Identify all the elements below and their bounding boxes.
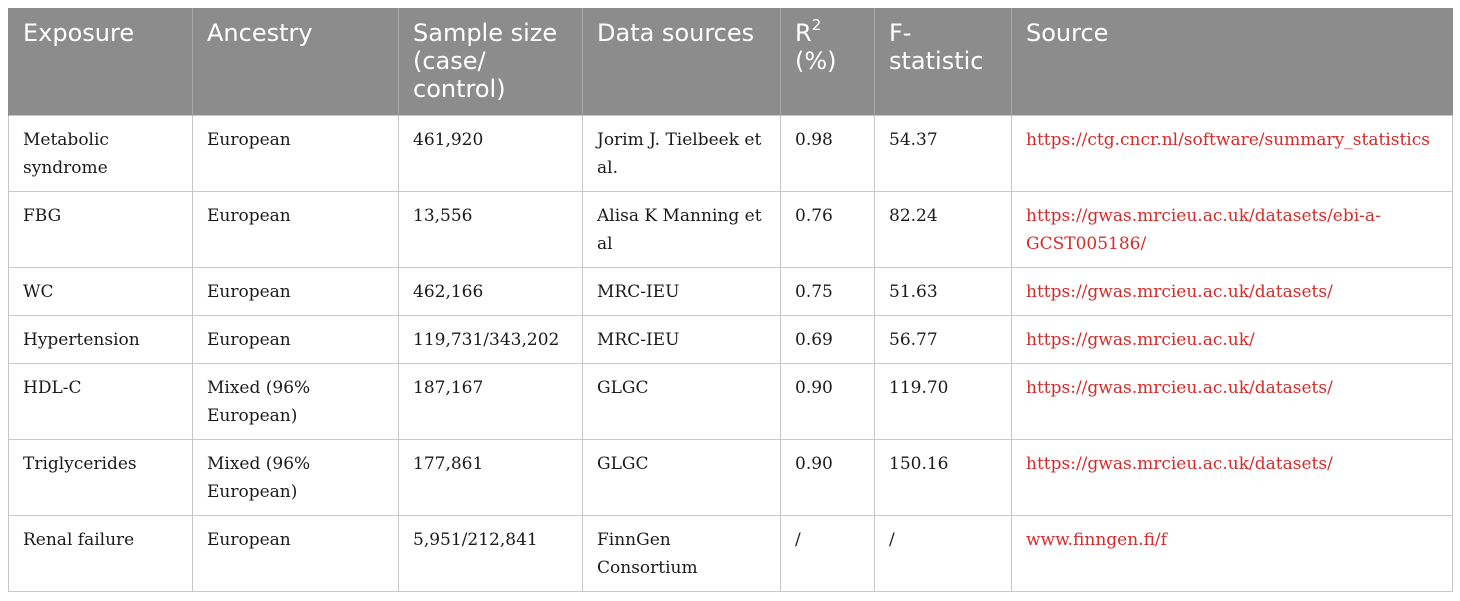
cell-f-statistic: / [874, 515, 1012, 592]
header-source: Source [1011, 8, 1453, 116]
cell-ancestry: European [192, 315, 399, 364]
cell-ancestry: Mixed (96% European) [192, 363, 399, 440]
cell-exposure: HDL-C [8, 363, 193, 440]
header-data-sources: Data sources [582, 8, 781, 116]
cell-sample-size: 462,166 [398, 267, 583, 316]
cell-data-sources: GLGC [582, 363, 781, 440]
cell-r2: 0.76 [780, 191, 875, 268]
cell-ancestry: European [192, 267, 399, 316]
cell-data-sources: MRC-IEU [582, 267, 781, 316]
cell-data-sources: Jorim J. Tielbeek et al. [582, 115, 781, 192]
header-ancestry: Ancestry [192, 8, 399, 116]
cell-exposure: Hypertension [8, 315, 193, 364]
cell-exposure: Triglycerides [8, 439, 193, 516]
cell-r2: 0.98 [780, 115, 875, 192]
cell-r2: 0.75 [780, 267, 875, 316]
cell-f-statistic: 54.37 [874, 115, 1012, 192]
cell-data-sources: Alisa K Manning et al [582, 191, 781, 268]
cell-data-sources: MRC-IEU [582, 315, 781, 364]
table-row: Triglycerides Mixed (96% European) 177,8… [8, 439, 1453, 516]
cell-ancestry: European [192, 191, 399, 268]
table-row: Metabolic syndrome European 461,920 Jori… [8, 115, 1453, 192]
cell-ancestry: European [192, 515, 399, 592]
table-row: Hypertension European 119,731/343,202 MR… [8, 315, 1453, 364]
cell-ancestry: Mixed (96% European) [192, 439, 399, 516]
cell-data-sources: FinnGen Consortium [582, 515, 781, 592]
cell-sample-size: 5,951/212,841 [398, 515, 583, 592]
header-exposure: Exposure [8, 8, 193, 116]
source-link[interactable]: https://gwas.mrcieu.ac.uk/datasets/ [1011, 267, 1453, 316]
cell-f-statistic: 119.70 [874, 363, 1012, 440]
table-row: FBG European 13,556 Alisa K Manning et a… [8, 191, 1453, 268]
source-link[interactable]: https://gwas.mrcieu.ac.uk/ [1011, 315, 1453, 364]
cell-ancestry: European [192, 115, 399, 192]
cell-r2: / [780, 515, 875, 592]
table-row: Renal failure European 5,951/212,841 Fin… [8, 515, 1453, 592]
source-link[interactable]: https://gwas.mrcieu.ac.uk/datasets/ [1011, 363, 1453, 440]
cell-exposure: Renal failure [8, 515, 193, 592]
source-link[interactable]: https://gwas.mrcieu.ac.uk/datasets/ [1011, 439, 1453, 516]
data-table-container: Exposure Ancestry Sample size (case/ con… [8, 8, 1453, 592]
cell-r2: 0.69 [780, 315, 875, 364]
cell-f-statistic: 56.77 [874, 315, 1012, 364]
cell-exposure: Metabolic syndrome [8, 115, 193, 192]
cell-sample-size: 177,861 [398, 439, 583, 516]
cell-r2: 0.90 [780, 439, 875, 516]
table-row: WC European 462,166 MRC-IEU 0.75 51.63 h… [8, 267, 1453, 316]
cell-f-statistic: 82.24 [874, 191, 1012, 268]
cell-exposure: WC [8, 267, 193, 316]
cell-exposure: FBG [8, 191, 193, 268]
table-row: HDL-C Mixed (96% European) 187,167 GLGC … [8, 363, 1453, 440]
cell-sample-size: 187,167 [398, 363, 583, 440]
cell-sample-size: 461,920 [398, 115, 583, 192]
cell-r2: 0.90 [780, 363, 875, 440]
cell-f-statistic: 51.63 [874, 267, 1012, 316]
source-link[interactable]: https://ctg.cncr.nl/software/summary_sta… [1011, 115, 1453, 192]
exposure-table: Exposure Ancestry Sample size (case/ con… [8, 8, 1453, 592]
header-f-statistic: F-statistic [874, 8, 1012, 116]
source-link[interactable]: www.finngen.fi/f [1011, 515, 1453, 592]
cell-sample-size: 13,556 [398, 191, 583, 268]
header-sample-size: Sample size (case/ control) [398, 8, 583, 116]
cell-data-sources: GLGC [582, 439, 781, 516]
source-link[interactable]: https://gwas.mrcieu.ac.uk/datasets/ebi-a… [1011, 191, 1453, 268]
header-row: Exposure Ancestry Sample size (case/ con… [8, 8, 1453, 116]
cell-sample-size: 119,731/343,202 [398, 315, 583, 364]
cell-f-statistic: 150.16 [874, 439, 1012, 516]
header-r2: R2 (%) [780, 8, 875, 116]
